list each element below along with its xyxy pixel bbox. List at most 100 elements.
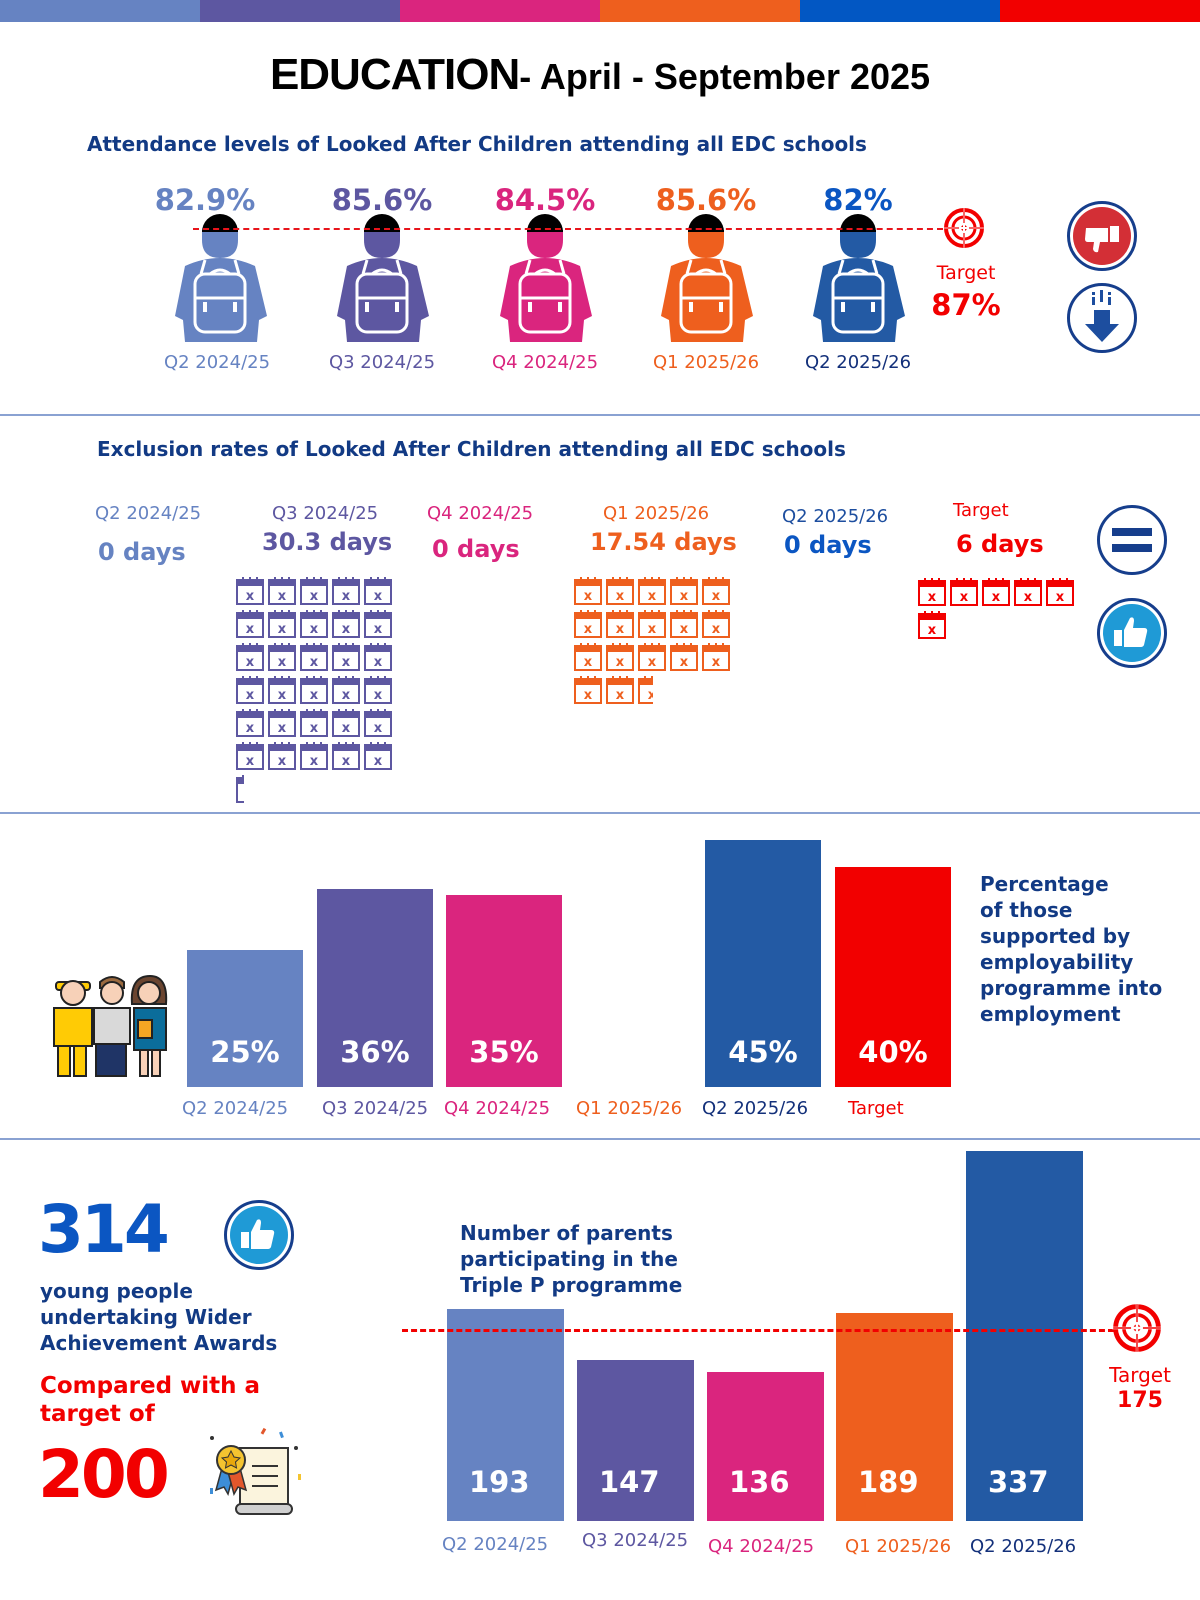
thumbs-up-icon: [224, 1200, 294, 1270]
svg-text:x: x: [278, 622, 287, 637]
svg-text:x: x: [616, 688, 625, 703]
employability-bar: 25%: [187, 949, 303, 1087]
attendance-value: 85.6%: [655, 183, 757, 217]
svg-text:x: x: [310, 655, 319, 670]
triple-p-category-label: Q2 2025/26: [970, 1536, 1077, 1557]
svg-text:x: x: [584, 589, 593, 604]
student-backpack-icon: [327, 208, 437, 348]
calendar-x-icon: x: [268, 675, 296, 704]
svg-text:x: x: [246, 589, 255, 604]
exclusion-target-label: Target: [953, 500, 1009, 521]
svg-text:x: x: [680, 655, 689, 670]
section-divider: [0, 1138, 1200, 1140]
exclusion-value: 0 days: [784, 531, 872, 559]
svg-text:x: x: [278, 754, 287, 769]
calendar-x-icon: x: [300, 741, 328, 770]
attendance-target-value: 87%: [931, 288, 1001, 322]
triple-p-category-label: Q4 2024/25: [708, 1536, 815, 1557]
calendar-x-icon: x: [670, 609, 698, 638]
triple-p-category-label: Q3 2024/25: [582, 1530, 689, 1551]
certificate-icon: [200, 1418, 310, 1528]
employability-bar: 35%: [446, 894, 562, 1087]
strip-segment: [400, 0, 600, 22]
svg-text:x: x: [712, 622, 721, 637]
exclusion-value: 17.54 days: [590, 528, 737, 556]
svg-text:x: x: [374, 655, 383, 670]
calendar-x-icon: x: [1014, 577, 1042, 606]
calendar-grid: x x x x: [236, 576, 394, 803]
calendar-x-icon: x: [268, 642, 296, 671]
attendance-title: Attendance levels of Looked After Childr…: [87, 132, 867, 156]
exclusion-quarter-label: Q4 2024/25: [427, 503, 534, 524]
svg-text:x: x: [1056, 590, 1065, 605]
exclusion-target-value: 6 days: [956, 530, 1044, 558]
triple-p-category-label: Q1 2025/26: [845, 1536, 952, 1557]
svg-text:x: x: [310, 589, 319, 604]
employability-category-label: Q1 2025/26: [576, 1098, 683, 1119]
svg-text:x: x: [616, 655, 625, 670]
svg-text:x: x: [992, 590, 1001, 605]
svg-text:x: x: [278, 589, 287, 604]
bar-value-label: 35%: [469, 1034, 539, 1069]
student-backpack-icon: [803, 208, 913, 348]
svg-text:x: x: [680, 622, 689, 637]
calendar-x-icon: x: [236, 741, 264, 770]
svg-text:x: x: [278, 721, 287, 736]
svg-text:x: x: [1024, 590, 1033, 605]
svg-text:x: x: [584, 688, 593, 703]
svg-text:x: x: [648, 655, 657, 670]
title-period: - April - September 2025: [519, 56, 931, 97]
bar-value-label: 189: [858, 1464, 919, 1499]
strip-segment: [0, 0, 200, 22]
svg-text:x: x: [648, 622, 657, 637]
triple-p-title-line: participating in the: [460, 1247, 678, 1271]
svg-text:x: x: [928, 590, 937, 605]
calendar-x-icon: x: [638, 642, 666, 671]
attendance-quarter-label: Q3 2024/25: [328, 352, 436, 373]
awards-compare-line: target of: [40, 1401, 155, 1427]
calendar-x-icon: x: [638, 576, 666, 605]
svg-text:x: x: [246, 721, 255, 736]
calendar-x-icon: x: [364, 741, 392, 770]
attendance-quarter-label: Q2 2024/25: [163, 352, 271, 373]
calendar-grid: x x x x: [918, 577, 1076, 639]
awards-description: young people undertaking Wider Achieveme…: [40, 1278, 277, 1356]
student-backpack-icon: [490, 208, 600, 348]
awards-count: 314: [38, 1191, 170, 1268]
triple-p-target-label: Target: [1109, 1363, 1171, 1387]
svg-text:x: x: [648, 688, 657, 703]
calendar-x-icon-partial: x: [638, 675, 666, 704]
calendar-x-icon: x: [574, 576, 602, 605]
calendar-x-icon: x: [236, 675, 264, 704]
calendar-x-icon: x: [332, 576, 360, 605]
svg-text:x: x: [584, 622, 593, 637]
attendance-value: 82%: [823, 183, 893, 217]
triple-p-bar: 136: [707, 1371, 824, 1521]
bar-value-label: 36%: [340, 1034, 410, 1069]
svg-text:x: x: [374, 721, 383, 736]
svg-text:x: x: [246, 787, 255, 802]
svg-text:x: x: [680, 589, 689, 604]
svg-text:x: x: [310, 721, 319, 736]
employability-title-line: programme into: [980, 976, 1163, 1000]
target-icon: [943, 207, 985, 249]
calendar-x-icon: x: [236, 576, 264, 605]
calendar-x-icon: x: [300, 576, 328, 605]
svg-text:x: x: [374, 589, 383, 604]
svg-text:x: x: [712, 655, 721, 670]
calendar-x-icon: x: [268, 741, 296, 770]
svg-text:x: x: [928, 623, 937, 638]
calendar-x-icon: x: [364, 609, 392, 638]
calendar-x-icon: x: [300, 642, 328, 671]
attendance-value: 85.6%: [331, 183, 433, 217]
calendar-x-icon: x: [332, 609, 360, 638]
employability-category-label: Q4 2024/25: [444, 1098, 551, 1119]
target-line: [193, 228, 943, 230]
awards-desc-line: undertaking Wider: [40, 1305, 252, 1329]
svg-text:x: x: [374, 688, 383, 703]
attendance-target-label: Target: [936, 262, 996, 284]
calendar-x-icon: x: [574, 609, 602, 638]
strip-segment: [800, 0, 1000, 22]
calendar-x-icon: x: [364, 675, 392, 704]
svg-text:x: x: [246, 622, 255, 637]
